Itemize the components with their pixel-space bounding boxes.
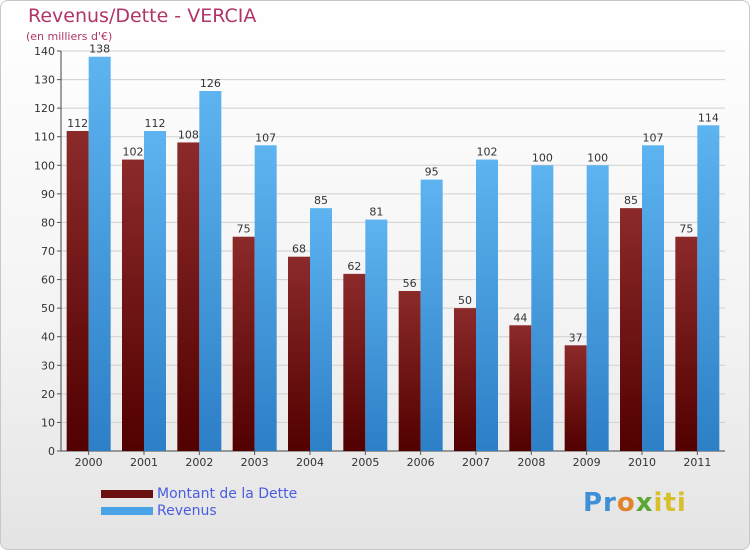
data-label: 114: [698, 111, 719, 124]
data-label: 107: [643, 131, 664, 144]
data-label: 75: [237, 223, 251, 236]
data-label: 126: [200, 77, 221, 90]
x-tick-label: 2004: [296, 456, 324, 469]
legend-label-revenus: Revenus: [157, 503, 217, 519]
bar-revenus: [254, 145, 277, 452]
data-label: 112: [145, 117, 166, 130]
bar-revenus: [144, 131, 166, 451]
data-label: 112: [67, 117, 88, 130]
bar-dette: [509, 325, 532, 451]
legend-label-dette: Montant de la Dette: [157, 486, 298, 502]
bar-revenus: [697, 125, 720, 452]
y-tick-label: 50: [41, 302, 55, 315]
bar-revenus: [365, 219, 388, 451]
y-tick-label: 120: [34, 102, 55, 115]
data-label: 62: [347, 260, 361, 273]
data-label: 95: [425, 166, 439, 179]
x-tick-label: 2001: [130, 456, 158, 469]
x-tick-label: 2002: [185, 456, 213, 469]
data-label: 81: [369, 206, 383, 219]
bar-dette: [343, 273, 366, 451]
y-tick-label: 90: [41, 188, 55, 201]
y-tick-label: 60: [41, 274, 55, 287]
x-tick-label: 2000: [75, 456, 103, 469]
data-label: 37: [569, 331, 583, 344]
y-tick-label: 40: [41, 331, 55, 344]
y-tick-label: 30: [41, 359, 55, 372]
bar-revenus: [531, 165, 554, 452]
bar-revenus: [310, 208, 332, 451]
bar-dette: [232, 236, 255, 451]
data-label: 102: [477, 146, 498, 159]
chart-subtitle: (en milliers d'€): [26, 30, 113, 43]
bar-dette: [454, 308, 476, 451]
y-tick-label: 20: [41, 388, 55, 401]
data-label: 100: [532, 151, 553, 164]
logo-part-3: x: [635, 488, 654, 518]
bar-revenus: [642, 145, 664, 452]
bar-dette: [675, 236, 698, 451]
x-tick-label: 2010: [628, 456, 656, 469]
y-tick-label: 130: [34, 74, 55, 87]
proxiti-logo: Proxiti: [583, 488, 687, 518]
x-tick-label: 2007: [462, 456, 490, 469]
bar-dette: [122, 159, 144, 452]
data-label: 138: [89, 43, 110, 56]
data-label: 85: [314, 194, 328, 207]
x-tick-label: 2003: [241, 456, 269, 469]
x-tick-label: 2011: [683, 456, 711, 469]
data-label: 100: [587, 151, 608, 164]
bar-revenus: [476, 159, 498, 452]
x-tick-label: 2005: [351, 456, 379, 469]
data-label: 75: [679, 223, 693, 236]
data-label: 108: [178, 128, 199, 141]
bar-dette: [620, 208, 642, 451]
bar-revenus: [199, 91, 222, 451]
legend-swatch-dette: [101, 490, 153, 498]
x-tick-label: 2008: [517, 456, 545, 469]
y-tick-label: 100: [34, 159, 55, 172]
bar-dette: [564, 345, 587, 451]
bar-dette: [66, 131, 89, 451]
data-label: 107: [255, 131, 276, 144]
logo-part-2: o: [616, 488, 636, 518]
data-label: 56: [403, 277, 417, 290]
y-tick-label: 80: [41, 216, 55, 229]
bar-dette: [398, 291, 421, 451]
y-tick-label: 110: [34, 131, 55, 144]
x-tick-label: 2006: [407, 456, 435, 469]
data-label: 85: [624, 194, 638, 207]
data-label: 68: [292, 243, 306, 256]
y-tick-label: 140: [34, 45, 55, 58]
bar-revenus: [88, 56, 111, 451]
bar-dette: [288, 256, 310, 451]
logo-part-1: Pr: [583, 488, 617, 518]
data-label: 44: [513, 311, 527, 324]
legend-swatch-revenus: [101, 507, 153, 515]
data-label: 102: [123, 146, 144, 159]
data-label: 50: [458, 294, 472, 307]
chart-title: Revenus/Dette - VERCIA: [28, 5, 257, 27]
y-tick-label: 0: [48, 445, 55, 458]
x-tick-label: 2009: [573, 456, 601, 469]
y-tick-label: 70: [41, 245, 55, 258]
bar-revenus: [586, 165, 609, 452]
y-tick-label: 10: [41, 416, 55, 429]
bar-revenus: [420, 179, 443, 452]
logo-part-4: iti: [653, 488, 687, 518]
bar-dette: [177, 142, 200, 451]
